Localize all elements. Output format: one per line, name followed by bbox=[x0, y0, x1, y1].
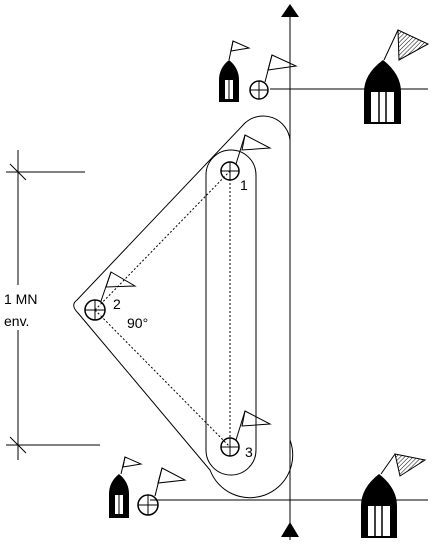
angle-label: 90° bbox=[127, 315, 148, 331]
mark-3 bbox=[220, 410, 272, 457]
pin-end-buoy-icon bbox=[137, 467, 187, 516]
pin-end-buoy-icon bbox=[249, 54, 298, 100]
direction-arrow-icon bbox=[281, 4, 299, 17]
distance-label-line2: env. bbox=[4, 313, 29, 329]
flag-icon bbox=[120, 456, 143, 475]
mark-2 bbox=[84, 271, 137, 321]
mark-1 bbox=[220, 134, 272, 181]
committee-boat-icon bbox=[219, 40, 251, 102]
distance-label-line1: 1 MN bbox=[4, 291, 37, 307]
flag-icon bbox=[264, 54, 298, 83]
direction-arrow-icon bbox=[281, 522, 299, 537]
flag-icon bbox=[380, 453, 427, 477]
flag-icon bbox=[235, 410, 272, 441]
course-outline-outer bbox=[73, 115, 294, 499]
course-outline-inner bbox=[205, 149, 257, 476]
flag-icon bbox=[154, 467, 187, 497]
flag-icon bbox=[383, 29, 430, 61]
mark-2-label: 2 bbox=[113, 296, 121, 312]
committee-boat-icon bbox=[361, 453, 427, 538]
committee-boat-icon bbox=[109, 456, 143, 518]
mark-3-label: 3 bbox=[245, 444, 253, 460]
flag-icon bbox=[100, 271, 137, 302]
committee-boat-icon bbox=[364, 29, 430, 124]
flag-icon bbox=[228, 40, 251, 61]
distance-dimension bbox=[6, 150, 100, 460]
mark-1-label: 1 bbox=[240, 177, 248, 193]
flag-icon bbox=[235, 134, 272, 165]
